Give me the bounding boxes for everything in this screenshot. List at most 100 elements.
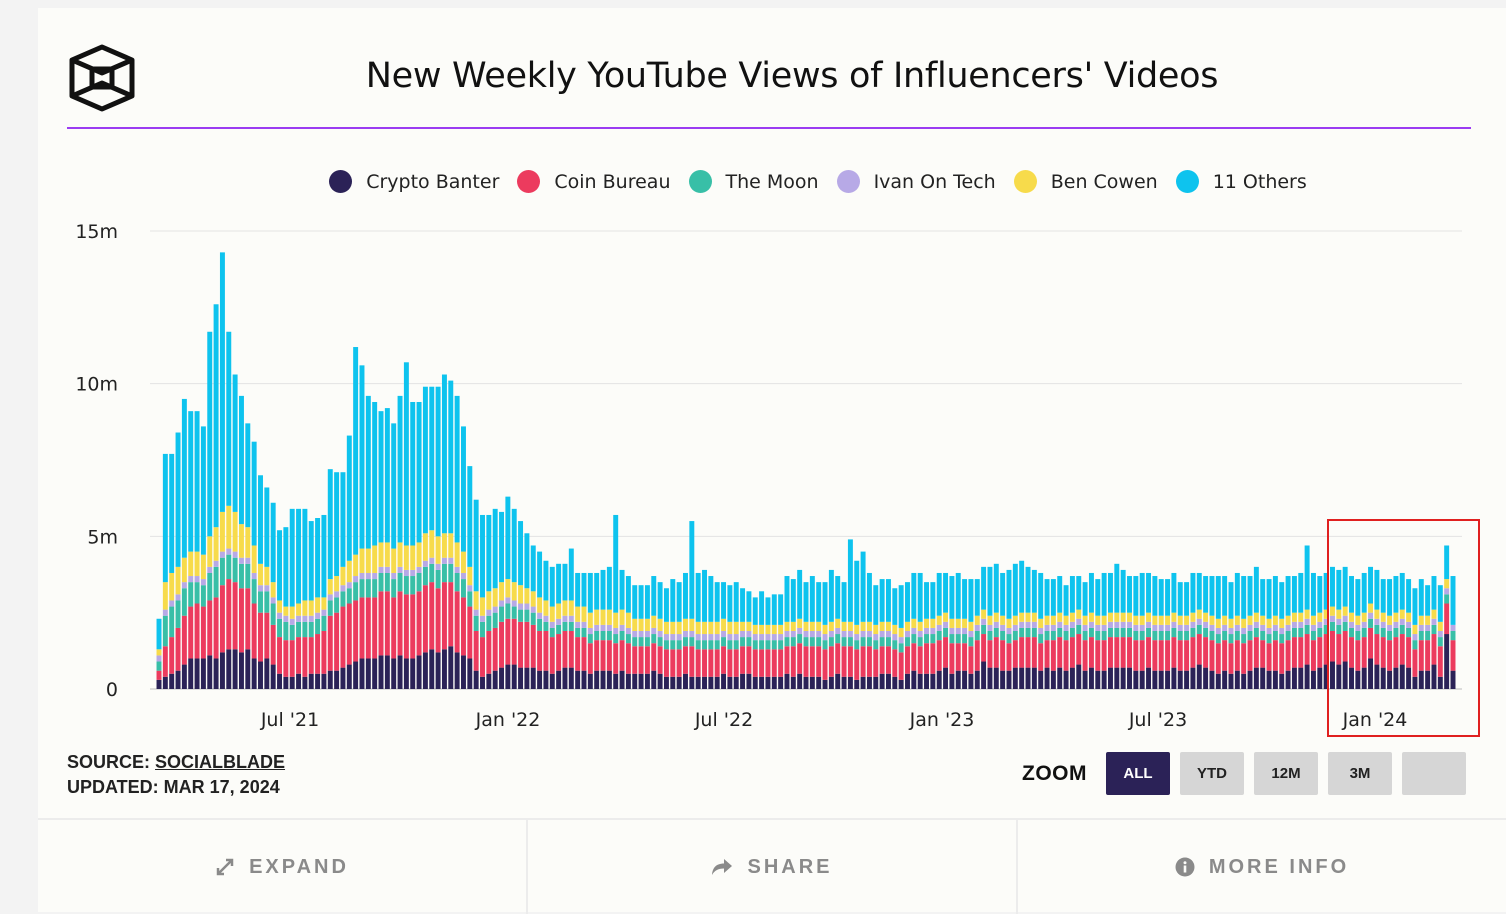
bar-segment-ivan-on-tech[interactable] [1291,621,1297,628]
bar-segment-crypto-banter[interactable] [1387,670,1393,689]
bar-segment-ivan-on-tech[interactable] [803,630,809,638]
source-link[interactable]: SOCIALBLADE [155,752,286,772]
bar-segment-coin-bureau[interactable] [1006,643,1012,671]
bar-segment-ivan-on-tech[interactable] [169,600,175,607]
bar-segment-coin-bureau[interactable] [162,646,168,677]
bar-segment-coin-bureau[interactable] [606,640,612,671]
bar-segment-crypto-banter[interactable] [613,673,619,689]
bar-segment-11-others[interactable] [1285,576,1291,616]
bar-segment-the-moon[interactable] [1025,627,1031,638]
bar-segment-crypto-banter[interactable] [651,670,657,689]
bar-segment-the-moon[interactable] [1387,630,1393,641]
bar-segment-the-moon[interactable] [613,634,619,644]
bar-segment-ivan-on-tech[interactable] [1000,624,1006,631]
bar-segment-crypto-banter[interactable] [1133,670,1139,689]
bar-segment-the-moon[interactable] [568,621,574,631]
bar-segment-the-moon[interactable] [1184,630,1190,641]
bar-segment-11-others[interactable] [981,566,987,610]
legend-item-coin-bureau[interactable]: Coin Bureau [517,170,671,193]
bar-segment-coin-bureau[interactable] [651,643,657,671]
bar-segment-coin-bureau[interactable] [505,618,511,665]
bar-segment-crypto-banter[interactable] [1393,667,1399,689]
bar-segment-ben-cowen[interactable] [708,621,714,635]
bar-segment-coin-bureau[interactable] [974,640,980,671]
bar-segment-crypto-banter[interactable] [486,673,492,689]
bar-segment-crypto-banter[interactable] [1323,664,1329,689]
bar-segment-ivan-on-tech[interactable] [1349,621,1354,628]
bar-segment-11-others[interactable] [987,566,993,616]
bar-segment-the-moon[interactable] [714,640,720,650]
bar-segment-11-others[interactable] [543,560,549,601]
bar-segment-ben-cowen[interactable] [391,548,397,573]
bar-segment-11-others[interactable] [638,585,644,619]
bar-segment-11-others[interactable] [480,514,485,598]
bar-segment-coin-bureau[interactable] [670,649,676,677]
bar-segment-the-moon[interactable] [1342,621,1348,631]
bar-segment-ivan-on-tech[interactable] [1057,621,1063,628]
more-info-button[interactable]: MORE INFO [1016,820,1506,914]
bar-segment-11-others[interactable] [175,432,181,567]
bar-segment-ben-cowen[interactable] [790,621,796,631]
bar-segment-the-moon[interactable] [435,569,441,589]
bar-segment-11-others[interactable] [809,576,815,622]
bar-segment-ben-cowen[interactable] [1279,618,1285,628]
bar-segment-crypto-banter[interactable] [822,679,828,689]
bar-segment-crypto-banter[interactable] [511,664,517,689]
bar-segment-11-others[interactable] [733,582,739,622]
bar-segment-the-moon[interactable] [1127,627,1132,638]
bar-segment-the-moon[interactable] [1228,634,1234,644]
bar-segment-crypto-banter[interactable] [1425,670,1431,689]
bar-segment-11-others[interactable] [847,539,853,622]
bar-segment-11-others[interactable] [1019,560,1025,613]
bar-segment-11-others[interactable] [1361,572,1367,613]
bar-segment-ivan-on-tech[interactable] [1431,618,1437,625]
bar-segment-crypto-banter[interactable] [169,673,175,689]
bar-segment-11-others[interactable] [1165,579,1171,616]
bar-segment-crypto-banter[interactable] [733,676,739,689]
bar-segment-ben-cowen[interactable] [461,551,466,573]
bar-segment-11-others[interactable] [1304,545,1310,610]
bar-segment-the-moon[interactable] [1317,627,1323,638]
bar-segment-crypto-banter[interactable] [308,673,314,689]
bar-segment-the-moon[interactable] [1006,634,1012,644]
bar-segment-11-others[interactable] [359,365,365,549]
bar-segment-coin-bureau[interactable] [1241,643,1247,674]
bar-segment-crypto-banter[interactable] [1418,670,1424,689]
bar-segment-ivan-on-tech[interactable] [1437,630,1443,638]
bar-segment-crypto-banter[interactable] [740,673,746,689]
bar-segment-coin-bureau[interactable] [1374,634,1380,665]
bar-segment-coin-bureau[interactable] [1418,640,1424,671]
bar-segment-ivan-on-tech[interactable] [346,582,352,589]
bar-segment-crypto-banter[interactable] [1108,667,1113,689]
bar-segment-coin-bureau[interactable] [226,579,232,650]
bar-segment-crypto-banter[interactable] [429,649,435,689]
bar-segment-crypto-banter[interactable] [238,652,244,689]
bar-segment-ben-cowen[interactable] [1127,612,1132,622]
bar-segment-11-others[interactable] [353,347,359,555]
bar-segment-coin-bureau[interactable] [1361,637,1367,668]
bar-segment-the-moon[interactable] [200,585,206,607]
bar-segment-coin-bureau[interactable] [879,646,885,674]
bar-segment-ivan-on-tech[interactable] [1247,624,1253,631]
bar-segment-ben-cowen[interactable] [530,591,536,607]
zoom-12m-button[interactable]: 12M [1254,752,1318,795]
bar-segment-ivan-on-tech[interactable] [1038,627,1044,635]
bar-segment-coin-bureau[interactable] [289,640,295,677]
bar-segment-ivan-on-tech[interactable] [1298,621,1304,628]
bar-segment-the-moon[interactable] [422,566,428,586]
bar-segment-ben-cowen[interactable] [892,624,898,635]
bar-segment-the-moon[interactable] [1431,624,1437,635]
bar-segment-coin-bureau[interactable] [1114,637,1120,668]
bar-segment-ivan-on-tech[interactable] [435,563,441,570]
bar-segment-crypto-banter[interactable] [1228,673,1234,689]
bar-segment-the-moon[interactable] [587,634,593,644]
bar-segment-ben-cowen[interactable] [403,545,409,570]
bar-segment-the-moon[interactable] [492,612,498,628]
bar-segment-11-others[interactable] [1133,576,1139,616]
bar-segment-the-moon[interactable] [905,637,910,647]
bar-segment-ben-cowen[interactable] [771,624,777,635]
bar-segment-ivan-on-tech[interactable] [1120,621,1126,628]
bar-segment-ben-cowen[interactable] [981,609,987,619]
bar-segment-crypto-banter[interactable] [873,676,879,689]
bar-segment-ben-cowen[interactable] [1063,615,1069,625]
